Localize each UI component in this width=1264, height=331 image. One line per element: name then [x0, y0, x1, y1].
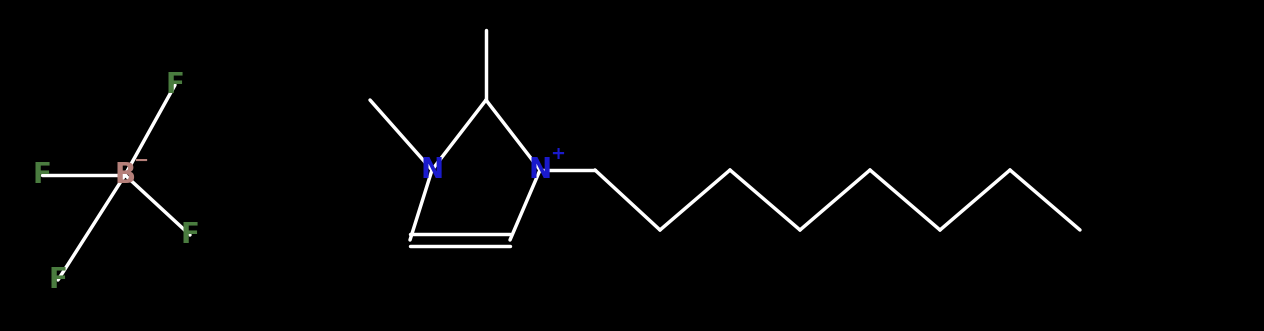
Text: F: F [166, 71, 185, 99]
Text: N: N [528, 156, 551, 184]
Text: B: B [115, 161, 135, 189]
Text: F: F [33, 161, 52, 189]
Text: F: F [48, 266, 67, 294]
Text: +: + [551, 145, 565, 163]
Text: N: N [421, 156, 444, 184]
Text: F: F [181, 221, 200, 249]
Text: −: − [134, 152, 149, 170]
